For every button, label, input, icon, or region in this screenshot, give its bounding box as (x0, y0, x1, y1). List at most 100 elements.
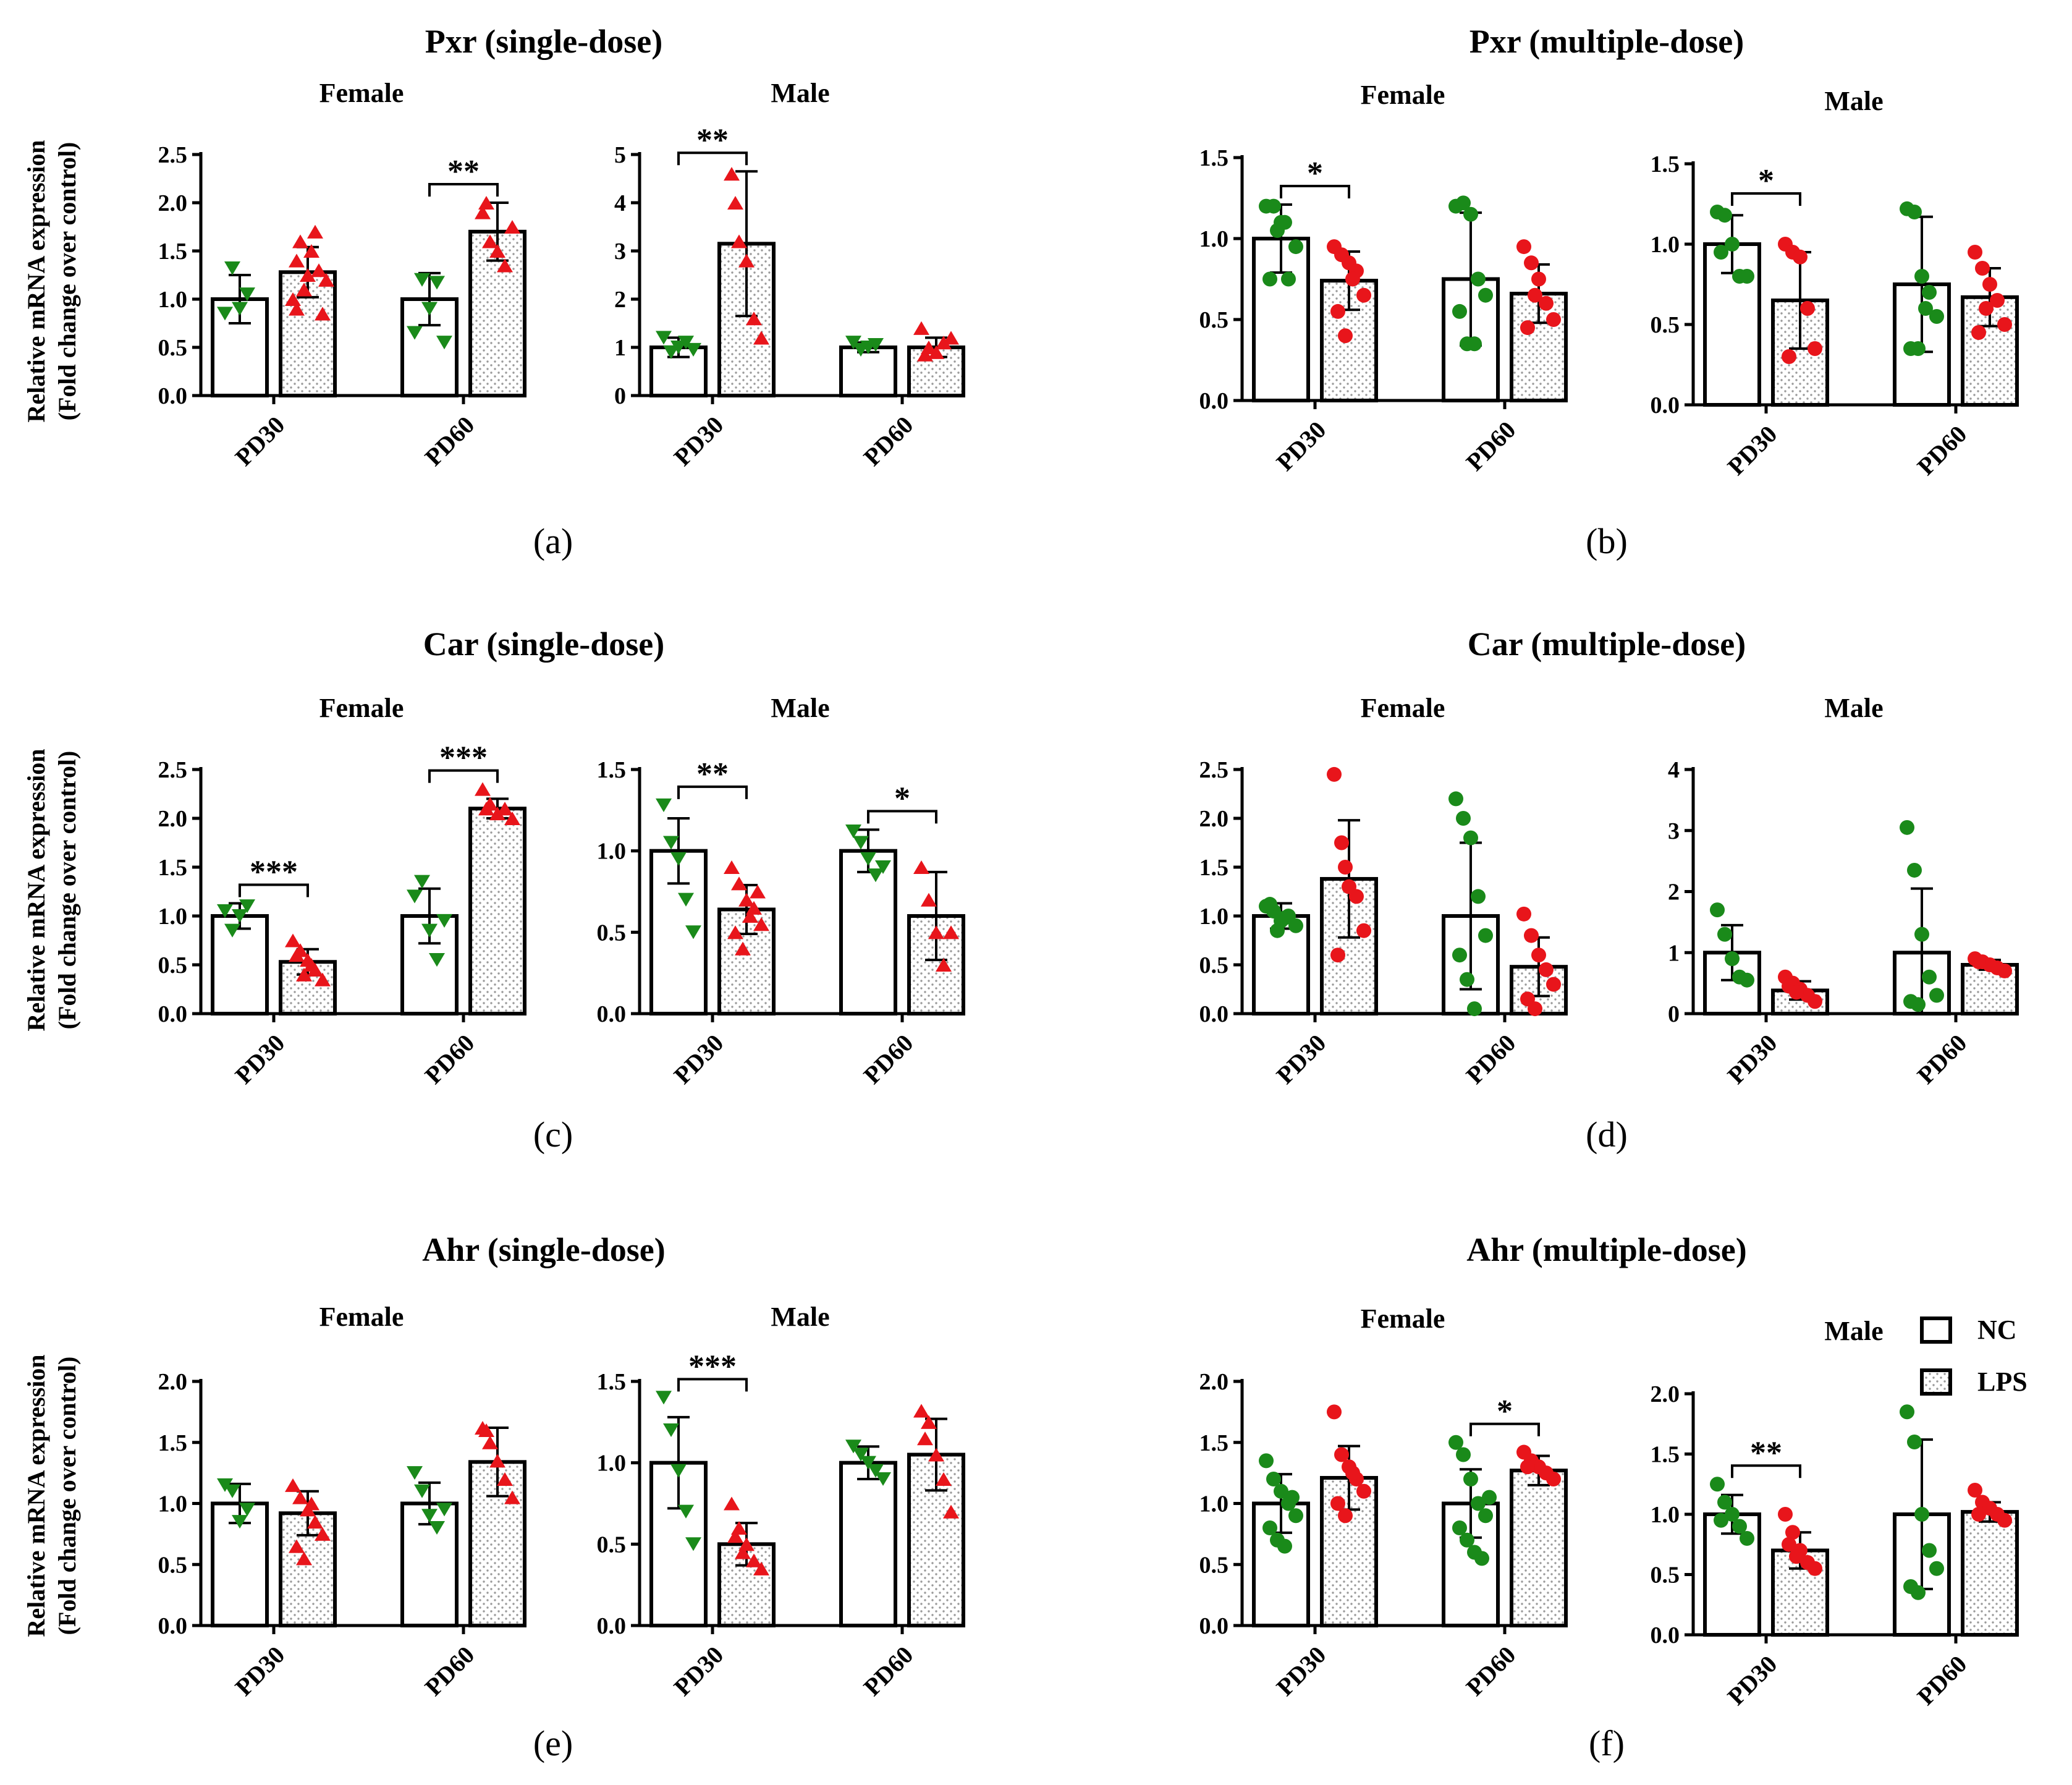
point-lps (724, 860, 740, 875)
point-lps (1327, 1404, 1342, 1420)
y-tick-label: 0.5 (1651, 312, 1680, 338)
point-nc (429, 1520, 445, 1535)
point-lps (746, 312, 762, 326)
x-tick-label: PD60 (420, 1029, 480, 1090)
significance-label: ** (447, 154, 480, 189)
significance-bracket (677, 785, 748, 799)
bar-nc-pd60 (839, 346, 897, 397)
point-lps (478, 1423, 494, 1438)
point-nc (1460, 972, 1474, 987)
y-tick-label: 1.0 (1651, 1502, 1680, 1528)
point-lps (292, 1490, 308, 1504)
point-nc (1918, 301, 1933, 316)
point-lps (727, 1529, 743, 1543)
point-lps (1516, 906, 1531, 922)
point-nc (1456, 1447, 1471, 1462)
point-lps (497, 258, 513, 273)
point-lps (738, 892, 755, 907)
y-tick-label: 1.5 (1651, 1442, 1680, 1468)
point-nc (1717, 1495, 1732, 1510)
significance-label: ** (696, 757, 729, 792)
point-nc (407, 1466, 423, 1480)
point-nc (875, 860, 891, 875)
point-nc (1288, 1508, 1303, 1524)
point-lps (731, 876, 747, 891)
panel-title: Pxr (single-dose) (425, 23, 662, 60)
panel-e: Ahr (single-dose) (e) Female 0.0 0.5 1.0 1.5 2.… (158, 1231, 965, 1763)
x-tick-label: PD30 (230, 411, 290, 472)
y-tick-label: 4 (614, 190, 626, 216)
point-lps (727, 195, 743, 210)
point-nc (1288, 918, 1303, 933)
y-axis-label-c: Relative mRNA expression (Fold change ov… (22, 749, 81, 1032)
y-tick-label: 0.0 (158, 1001, 188, 1027)
significance-label: *** (250, 854, 298, 889)
point-lps (289, 1539, 305, 1553)
point-nc (1717, 926, 1732, 942)
point-nc (1907, 862, 1922, 878)
point-lps (936, 957, 952, 972)
point-nc (1907, 1435, 1922, 1449)
significance-label: * (1758, 163, 1774, 198)
y-tick-label: 5 (614, 142, 626, 168)
point-nc (421, 923, 438, 938)
y-tick-label: 1.5 (158, 1430, 188, 1456)
panel-title: Car (single-dose) (423, 625, 664, 663)
point-nc (1281, 271, 1296, 287)
point-nc (232, 1515, 248, 1529)
y-tick-label: 1.5 (158, 855, 188, 881)
point-lps (315, 972, 331, 986)
point-lps (917, 1431, 933, 1446)
point-lps (1546, 312, 1561, 327)
y-tick-label: 0.5 (597, 1532, 627, 1558)
point-nc (429, 276, 445, 290)
bar-nc-pd30 (211, 914, 269, 1015)
bar-lps-pd60 (468, 807, 526, 1015)
panel-f: Ahr (multiple-dose) (f) Female 0.0 0.5 1.0 1.5… (1199, 1231, 2019, 1763)
point-lps (753, 917, 769, 931)
point-lps (943, 331, 959, 345)
x-tick-label: PD30 (1722, 1029, 1783, 1090)
point-nc (1710, 902, 1725, 918)
x-tick-label: PD60 (858, 1029, 919, 1090)
point-lps (1520, 1459, 1535, 1475)
point-lps (1782, 1537, 1796, 1552)
y-tick-label: 2.5 (1199, 757, 1229, 783)
significance-bracket (677, 151, 748, 166)
point-lps (1975, 261, 1990, 276)
point-nc (845, 825, 861, 839)
point-lps (1349, 889, 1364, 904)
point-nc (1478, 287, 1493, 303)
point-lps (727, 925, 743, 939)
y-tick-label: 0.5 (158, 1552, 188, 1578)
point-nc (663, 1423, 679, 1438)
bar-nc-pd60 (839, 849, 897, 1015)
x-tick-label: PD30 (1722, 420, 1783, 481)
point-nc (436, 1503, 452, 1517)
point-lps (497, 802, 513, 816)
point-lps (504, 1490, 520, 1504)
y-tick-label: 2.0 (158, 806, 188, 832)
subplot-male: Male 0.0 0.5 1.0 1.5 PD30 PD60 * (1651, 86, 2019, 481)
y-label-line2: (Fold change over control) (53, 751, 81, 1030)
point-lps (943, 1504, 959, 1519)
point-lps (1345, 271, 1360, 287)
y-tick-label: 0.5 (597, 920, 627, 946)
point-lps (504, 219, 520, 234)
x-tick-label: PD30 (1271, 1641, 1332, 1702)
point-nc (1914, 1507, 1929, 1522)
point-nc (224, 1484, 240, 1498)
x-tick-label: PD60 (1912, 1029, 1973, 1090)
subplot-male: Male 0 1 2 3 4 5 PD30 PD60 ** (614, 78, 965, 471)
y-tick-label: 0.0 (1199, 1001, 1229, 1027)
subplot-title: Female (319, 693, 404, 723)
point-nc (845, 1439, 861, 1454)
point-lps (296, 967, 312, 982)
point-lps (318, 273, 334, 287)
point-nc (1262, 271, 1277, 287)
point-nc (1929, 1561, 1944, 1576)
panels: Pxr (single-dose) (a) Female 0.0 0.5 1.0 1.5 2.… (158, 23, 2019, 1763)
panel-title: Pxr (multiple-dose) (1469, 23, 1744, 60)
point-nc (436, 336, 452, 350)
